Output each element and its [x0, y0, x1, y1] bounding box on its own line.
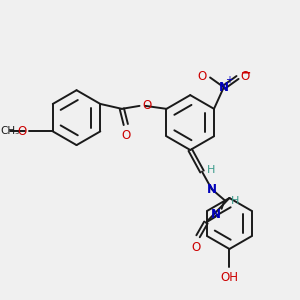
Text: O: O: [142, 99, 152, 112]
Text: O: O: [191, 241, 201, 254]
Text: N: N: [219, 81, 229, 94]
Text: O: O: [121, 129, 130, 142]
Text: O: O: [197, 70, 206, 83]
Text: O: O: [241, 70, 250, 83]
Text: −: −: [241, 66, 252, 79]
Text: O: O: [17, 125, 26, 138]
Text: OH: OH: [220, 271, 238, 284]
Text: H: H: [230, 196, 239, 206]
Text: N: N: [211, 208, 221, 221]
Text: H: H: [207, 165, 215, 175]
Text: N: N: [207, 183, 217, 196]
Text: +: +: [225, 75, 233, 85]
Text: CH₃: CH₃: [0, 126, 19, 136]
